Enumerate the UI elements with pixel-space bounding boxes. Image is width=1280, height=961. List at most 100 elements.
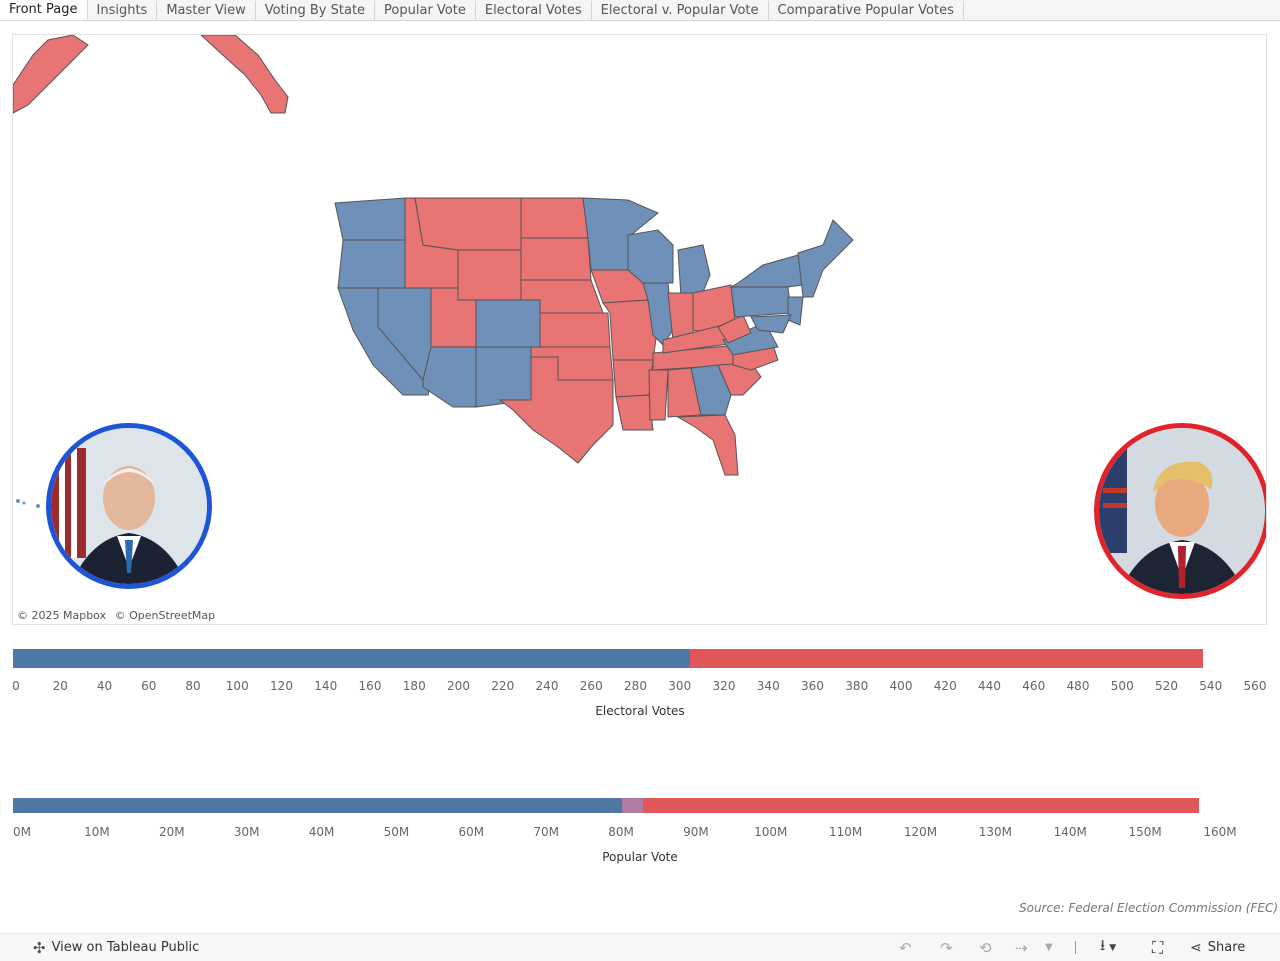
popular-vote-tick-label: 10M — [84, 825, 110, 839]
download-button[interactable]: ⭳ ▼ — [1100, 934, 1116, 961]
state-new-mexico — [475, 346, 532, 408]
electoral-votes-tick-label: 360 — [801, 679, 824, 693]
electoral-votes-tick-label: 60 — [141, 679, 157, 693]
undo-icon[interactable]: ↶ — [899, 938, 912, 957]
tab-front-page[interactable]: Front Page — [0, 0, 88, 20]
electoral-votes-tick-label: 280 — [624, 679, 647, 693]
tab-comparative-popular-votes[interactable]: Comparative Popular Votes — [769, 1, 964, 20]
republican-candidate-portrait — [1094, 423, 1266, 599]
state-new-york — [729, 254, 804, 288]
electoral-votes-tick-label: 340 — [756, 679, 780, 693]
tab-master-view[interactable]: Master View — [157, 1, 256, 20]
popular-vote-tick-label: 40M — [308, 825, 335, 839]
electoral-votes-tick-label: 160 — [358, 679, 382, 693]
electoral-votes-tick-label: 180 — [402, 679, 426, 693]
state-oregon — [337, 239, 406, 289]
state-north-dakota — [520, 197, 589, 239]
state-alaska — [13, 35, 89, 114]
toolbar-divider — [1075, 941, 1076, 954]
state-mississippi — [648, 369, 669, 421]
electoral-votes-tick-label: 400 — [889, 679, 913, 693]
electoral-votes-segment-democrat[interactable] — [13, 649, 691, 668]
popular-vote-segment-other[interactable] — [621, 798, 644, 813]
popular-vote-tick-label: 60M — [458, 825, 485, 839]
portrait-illustration — [51, 428, 207, 584]
electoral-votes-tick-label: 240 — [535, 679, 559, 693]
state-alaska-panhandle — [200, 35, 289, 114]
refresh-icon[interactable]: ⇢ — [1015, 938, 1028, 957]
tab-electoral-votes[interactable]: Electoral Votes — [476, 1, 592, 20]
chevron-down-icon[interactable]: ▼ — [1045, 942, 1053, 953]
download-icon: ⭳ — [1100, 936, 1106, 954]
fullscreen-icon[interactable]: ⛶ — [1152, 937, 1164, 957]
electoral-votes-tick-label: 560 — [1243, 679, 1267, 693]
popular-vote-tick-label: 150M — [1128, 825, 1162, 839]
popular-vote-axis-title: Popular Vote — [602, 850, 678, 864]
popular-vote-tick-label: 80M — [608, 825, 634, 839]
popular-vote-tick-label: 0M — [13, 825, 31, 839]
tab-insights[interactable]: Insights — [88, 1, 158, 20]
electoral-votes-tick-label: 20 — [52, 679, 68, 693]
state-texas — [498, 356, 614, 464]
electoral-votes-tick-label: 220 — [491, 679, 515, 693]
state-south-dakota — [520, 237, 592, 281]
electoral-votes-tick-label: 460 — [1022, 679, 1046, 693]
state-kansas — [539, 312, 611, 348]
tab-popular-vote[interactable]: Popular Vote — [375, 1, 476, 20]
redo-icon[interactable]: ↷ — [940, 938, 953, 957]
map-attribution: © 2025 Mapbox © OpenStreetMap — [17, 609, 220, 622]
popular-vote-bar[interactable] — [13, 798, 1258, 813]
popular-vote-segment-democrat[interactable] — [13, 798, 622, 813]
electoral-votes-tick-label: 300 — [668, 679, 692, 693]
popular-vote-tick-label: 130M — [978, 825, 1013, 839]
state-maryland — [750, 314, 792, 334]
electoral-votes-tick-label: 100 — [225, 679, 249, 693]
state-west-virginia — [717, 314, 752, 344]
popular-vote-axis: 0M 10M 20M 30M 40M 50M 60M 70M 80M 90M 100M 110M 120… — [0, 825, 1280, 841]
share-label: Share — [1207, 940, 1246, 955]
electoral-votes-segment-republican[interactable] — [690, 649, 1204, 668]
us-state-map[interactable] — [13, 35, 1267, 625]
electoral-votes-tick-label: 380 — [845, 679, 869, 693]
state-michigan — [677, 244, 711, 298]
electoral-votes-tick-label: 80 — [185, 679, 201, 693]
tab-voting-by-state[interactable]: Voting By State — [256, 1, 376, 20]
electoral-votes-tick-label: 320 — [712, 679, 736, 693]
electoral-votes-tick-label: 200 — [447, 679, 470, 693]
revert-icon[interactable]: ⟲ — [979, 938, 992, 957]
openstreetmap-attribution[interactable]: © OpenStreetMap — [114, 609, 216, 622]
popular-vote-segment-republican[interactable] — [643, 798, 1199, 813]
portrait-illustration — [1099, 428, 1265, 594]
electoral-votes-tick-label: 440 — [978, 679, 1001, 693]
mapbox-attribution[interactable]: © 2025 Mapbox — [17, 609, 107, 622]
popular-vote-tick-label: 50M — [383, 825, 410, 839]
tableau-logo-icon: ✣ — [33, 938, 46, 957]
state-wisconsin — [627, 229, 674, 284]
state-pennsylvania — [730, 286, 792, 318]
electoral-votes-axis: 0 20 40 60 80 100 120 140 160 180 200 220 240 260 280 3… — [0, 679, 1280, 695]
electoral-votes-tick-label: 120 — [270, 679, 293, 693]
state-new-england — [797, 219, 854, 298]
tab-electoral-v-popular-vote[interactable]: Electoral v. Popular Vote — [592, 1, 769, 20]
share-icon: ⋖ — [1190, 939, 1202, 956]
state-new-jersey — [787, 296, 804, 326]
source-note: Source: Federal Election Commission (FEC… — [1018, 901, 1278, 915]
electoral-votes-bar[interactable] — [13, 649, 1258, 668]
state-georgia — [690, 364, 732, 416]
state-florida — [676, 414, 739, 476]
map-panel[interactable]: © 2025 Mapbox © OpenStreetMap — [12, 34, 1267, 625]
popular-vote-tick-label: 160M — [1203, 825, 1237, 839]
tab-bar: Front Page Insights Master View Voting B… — [0, 0, 1280, 21]
bottom-toolbar: ✣ View on Tableau Public ↶ ↷ ⟲ ⇢ ▼ ⭳ ▼ ⛶… — [0, 933, 1280, 961]
popular-vote-tick-label: 110M — [828, 825, 863, 839]
electoral-votes-tick-label: 500 — [1110, 679, 1134, 693]
electoral-votes-tick-label: 40 — [96, 679, 113, 693]
view-on-tableau-public-label: View on Tableau Public — [51, 940, 200, 955]
view-on-tableau-public-link[interactable]: ✣ View on Tableau Public — [33, 934, 199, 961]
state-washington — [334, 197, 406, 241]
popular-vote-tick-label: 30M — [233, 825, 260, 839]
electoral-votes-tick-label: 140 — [314, 679, 338, 693]
share-button[interactable]: ⋖ Share — [1190, 934, 1245, 961]
electoral-votes-tick-label: 0 — [12, 679, 20, 693]
chevron-down-icon: ▼ — [1109, 942, 1117, 953]
